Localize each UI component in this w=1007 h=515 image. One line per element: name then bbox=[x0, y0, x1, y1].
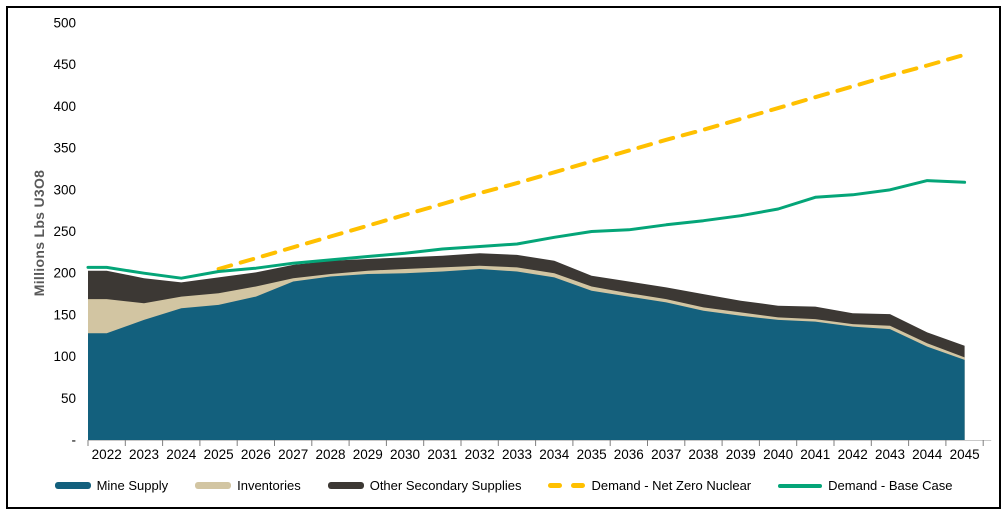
x-axis-label: 2024 bbox=[166, 447, 197, 462]
legend-label: Demand - Net Zero Nuclear bbox=[591, 478, 752, 493]
x-axis-label: 2034 bbox=[539, 447, 570, 462]
x-axis-label: 2039 bbox=[726, 447, 756, 462]
y-axis-label: 50 bbox=[61, 391, 76, 406]
x-axis-label: 2025 bbox=[204, 447, 234, 462]
legend-item-other-secondary-supplies: Other Secondary Supplies bbox=[327, 478, 522, 493]
legend-item-inventories: Inventories bbox=[195, 478, 301, 493]
x-axis-label: 2023 bbox=[129, 447, 159, 462]
x-axis-label: 2022 bbox=[92, 447, 122, 462]
x-axis-label: 2028 bbox=[315, 447, 345, 462]
y-axis-label: 300 bbox=[53, 182, 76, 197]
y-axis-label: 200 bbox=[53, 266, 76, 281]
x-axis-label: 2026 bbox=[241, 447, 271, 462]
demand-base-case-line bbox=[86, 179, 967, 280]
x-axis-label: 2037 bbox=[651, 447, 681, 462]
x-axis-label: 2045 bbox=[950, 447, 980, 462]
x-axis-label: 2030 bbox=[390, 447, 420, 462]
y-axis-label: 400 bbox=[53, 99, 76, 114]
y-axis-label: 350 bbox=[53, 141, 76, 156]
x-axis-label: 2036 bbox=[614, 447, 644, 462]
x-axis-label: 2029 bbox=[353, 447, 383, 462]
y-axis-label: - bbox=[72, 433, 77, 448]
legend-item-demand-base-case: Demand - Base Case bbox=[778, 478, 952, 493]
x-axis-label: 2043 bbox=[875, 447, 905, 462]
x-axis-label: 2040 bbox=[763, 447, 793, 462]
x-axis-label: 2041 bbox=[800, 447, 830, 462]
demand-net-zero-nuclear-line bbox=[216, 52, 967, 271]
x-axis-label: 2031 bbox=[427, 447, 457, 462]
legend-swatch-demand-net-zero-nuclear bbox=[548, 483, 586, 488]
legend-label: Inventories bbox=[237, 478, 301, 493]
legend-label: Demand - Base Case bbox=[828, 478, 953, 493]
x-axis-label: 2035 bbox=[577, 447, 607, 462]
legend-swatch-mine-supply bbox=[54, 482, 91, 489]
y-axis-label: 100 bbox=[53, 349, 76, 364]
x-axis-label: 2038 bbox=[688, 447, 718, 462]
x-axis-label: 2033 bbox=[502, 447, 532, 462]
legend-label: Other Secondary Supplies bbox=[369, 478, 522, 493]
legend-swatch-demand-base-case bbox=[778, 483, 823, 488]
x-axis-label: 2042 bbox=[838, 447, 868, 462]
legend-item-demand-net-zero-nuclear: Demand - Net Zero Nuclear bbox=[548, 478, 751, 493]
legend-dash bbox=[571, 483, 586, 488]
legend-item-mine-supply: Mine Supply bbox=[54, 478, 169, 493]
x-axis-label: 2044 bbox=[912, 447, 943, 462]
mine-supply-area bbox=[88, 269, 965, 440]
y-axis-label: 250 bbox=[53, 224, 76, 239]
y-axis-label: 450 bbox=[53, 57, 76, 72]
legend-swatch-other-secondary-supplies bbox=[327, 482, 364, 489]
y-axis-label: 150 bbox=[53, 307, 76, 322]
x-axis-label: 2032 bbox=[465, 447, 495, 462]
legend-swatch-inventories bbox=[195, 482, 232, 489]
legend-dash bbox=[548, 483, 563, 488]
legend-label: Mine Supply bbox=[96, 478, 169, 493]
legend: Mine Supply Inventories Other Secondary Su… bbox=[0, 478, 1007, 493]
y-axis-label: 500 bbox=[53, 16, 76, 31]
y-axis-title: Millions Lbs U3O8 bbox=[31, 169, 47, 297]
x-axis-label: 2027 bbox=[278, 447, 308, 462]
